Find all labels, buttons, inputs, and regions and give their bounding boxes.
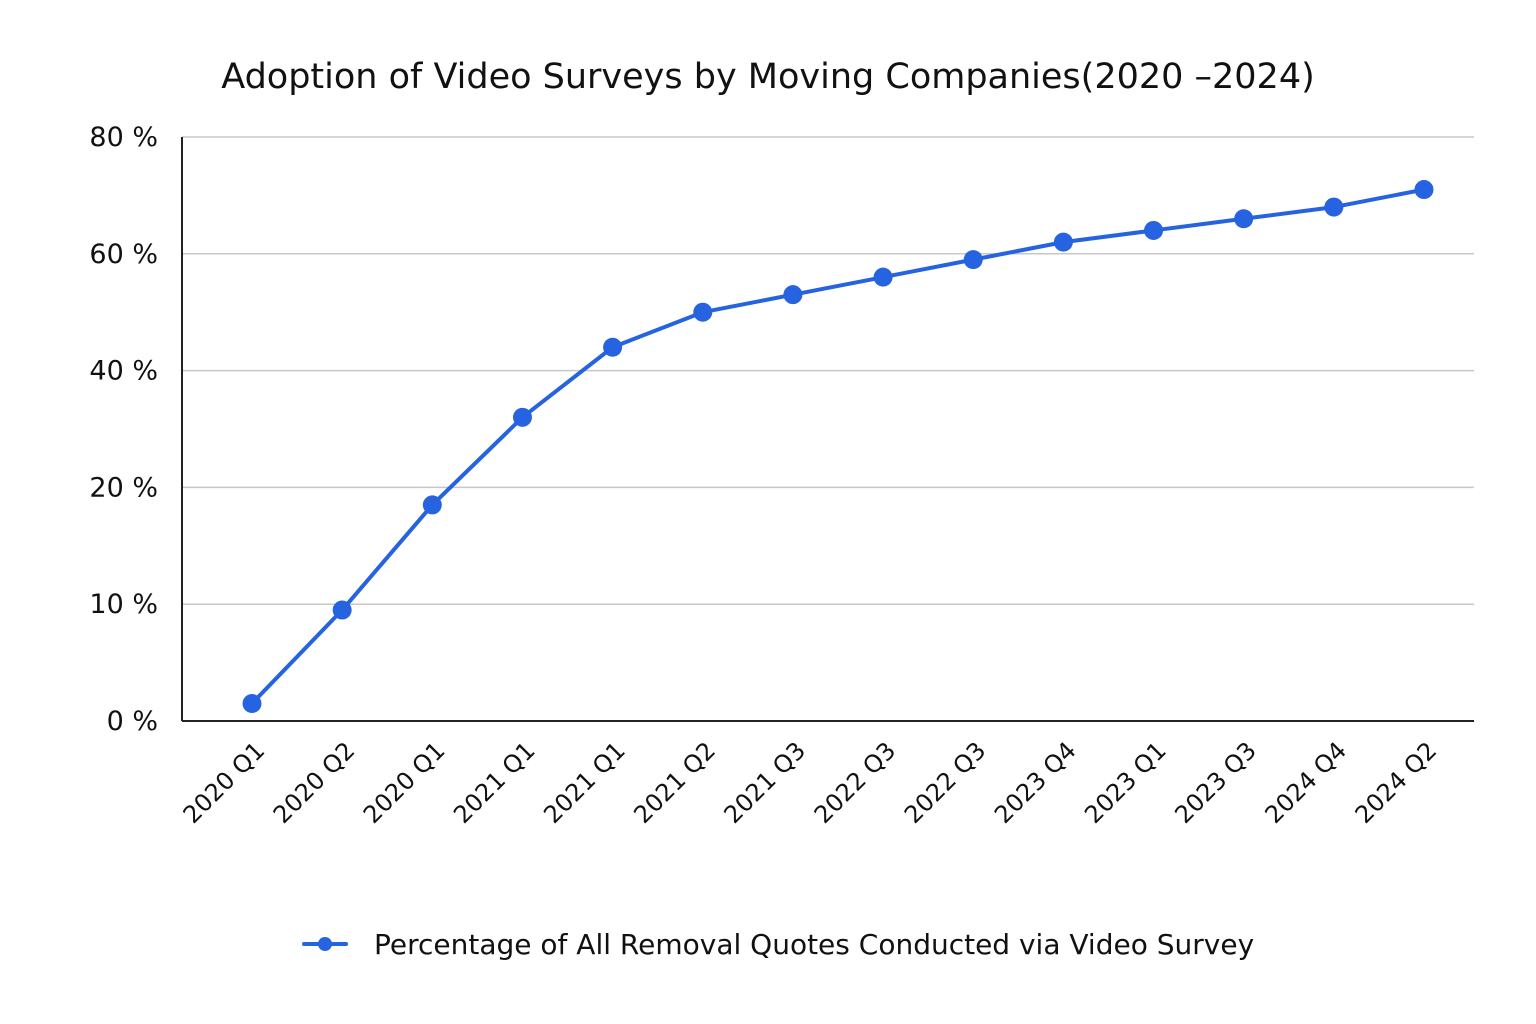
- data-point: [1324, 197, 1344, 217]
- data-point: [1144, 220, 1164, 240]
- series-group: [242, 180, 1434, 713]
- x-tick-label: 2021 Q3: [719, 736, 812, 829]
- y-tick-label: 40 %: [89, 356, 158, 387]
- data-point: [1234, 209, 1254, 229]
- data-point: [332, 600, 352, 620]
- legend-dot-marker: [318, 937, 332, 951]
- x-tick-label: 2022 Q3: [809, 736, 902, 829]
- data-point: [422, 495, 442, 515]
- x-tick-label: 2023 Q4: [989, 736, 1082, 829]
- x-tick-label: 2024 Q4: [1260, 736, 1353, 829]
- y-tick-label: 20 %: [89, 472, 158, 503]
- x-tick-label: 2021 Q1: [448, 736, 541, 829]
- x-tick-label: 2021 Q2: [628, 736, 721, 829]
- data-point: [242, 693, 262, 713]
- data-point: [1053, 232, 1073, 252]
- x-tick-label: 2023 Q1: [1079, 736, 1172, 829]
- series-line: [250, 187, 1426, 706]
- data-point: [783, 285, 803, 305]
- y-tick-label: 80 %: [89, 122, 158, 153]
- gridlines: [182, 136, 1474, 605]
- y-tick-label: 0 %: [107, 706, 158, 737]
- y-axis: 0 % 10 % 20 % 40 % 60 % 80 %: [89, 122, 183, 737]
- x-tick-label: 2020 Q2: [268, 736, 361, 829]
- chart-title: Adoption of Video Surveys by Moving Comp…: [221, 57, 1315, 97]
- x-tick-label: 2023 Q3: [1169, 736, 1262, 829]
- data-point: [963, 250, 983, 270]
- legend: Percentage of All Removal Quotes Conduct…: [302, 928, 1254, 961]
- y-tick-label: 10 %: [89, 589, 158, 620]
- x-tick-label: 2024 Q2: [1350, 736, 1443, 829]
- x-tick-label: 2020 Q1: [178, 736, 271, 829]
- data-point: [1414, 180, 1434, 200]
- x-tick-label: 2021 Q1: [538, 736, 631, 829]
- data-point: [512, 407, 532, 427]
- x-tick-label: 2022 Q3: [899, 736, 992, 829]
- data-point: [693, 302, 713, 322]
- x-tick-label: 2020 Q1: [358, 736, 451, 829]
- data-point: [603, 337, 623, 357]
- data-point: [873, 267, 893, 287]
- y-tick-label: 60 %: [89, 239, 158, 270]
- legend-series-label: Percentage of All Removal Quotes Conduct…: [374, 928, 1254, 961]
